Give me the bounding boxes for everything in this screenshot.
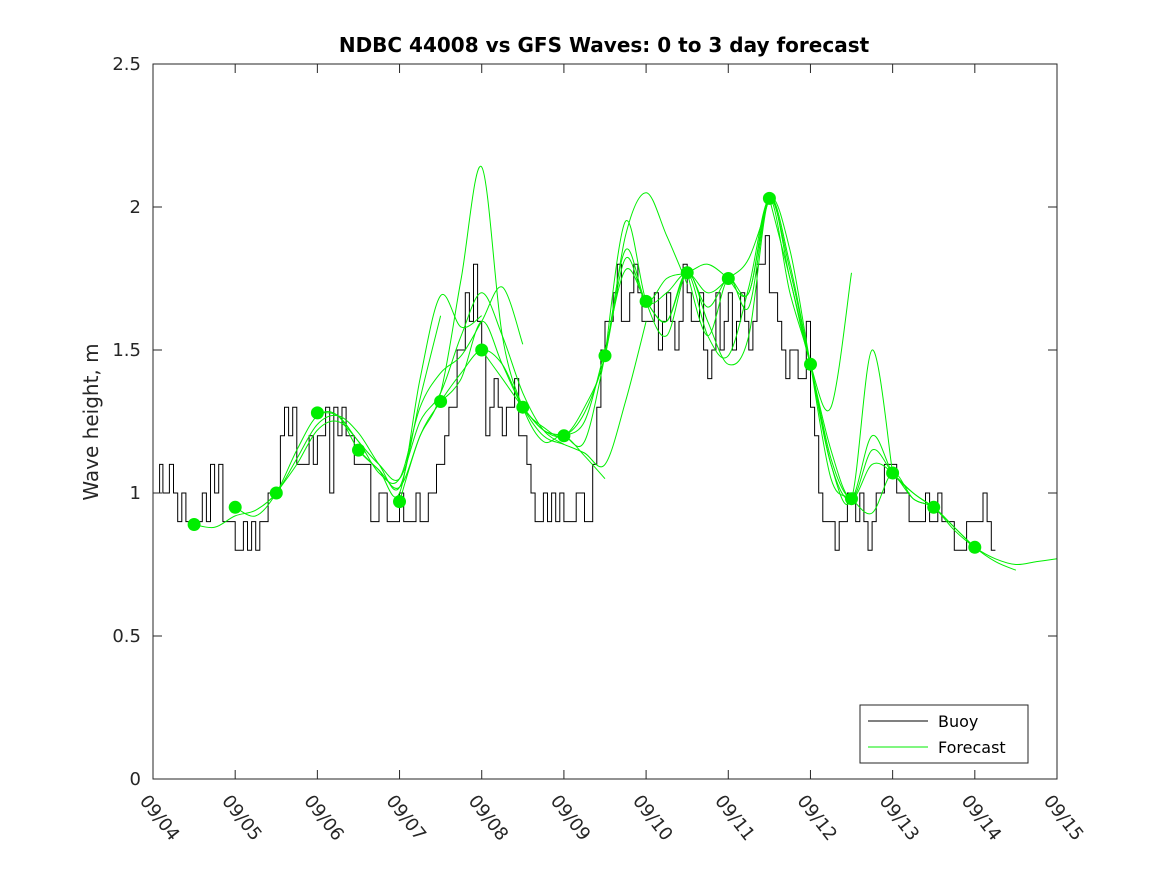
- y-tick-label-1: 0.5: [112, 626, 141, 647]
- forecast-point-9: [557, 429, 571, 443]
- forecast-point-5: [393, 495, 406, 509]
- forecast-point-4: [352, 443, 365, 457]
- y-tick-label-4: 2: [130, 197, 141, 218]
- axes-box: [152, 63, 1058, 780]
- forecast-run-line-11: [645, 196, 894, 506]
- forecast-point-7: [475, 343, 489, 357]
- forecast-point-8: [516, 400, 530, 414]
- forecast-point-3: [310, 406, 324, 420]
- forecast-point-11: [639, 294, 653, 308]
- y-tick-label-5: 2.5: [112, 54, 141, 75]
- forecast-point-15: [804, 357, 817, 371]
- y-tick-label-2: 1: [130, 483, 141, 504]
- forecast-point-12: [680, 266, 694, 280]
- buoy-series-line: [153, 235, 996, 551]
- forecast-point-17: [886, 466, 900, 480]
- forecast-point-0: [187, 518, 201, 531]
- y-tick-label-3: 1.5: [112, 340, 141, 361]
- forecast-point-6: [434, 395, 448, 408]
- plot-area: [153, 165, 1057, 571]
- legend-forecast-label: Forecast: [938, 738, 1006, 757]
- forecast-point-18: [927, 500, 941, 514]
- forecast-point-1: [228, 500, 242, 514]
- forecast-point-13: [721, 272, 735, 285]
- legend-box: [859, 704, 1029, 764]
- legend: Buoy Forecast: [859, 704, 1029, 764]
- forecast-point-16: [845, 492, 858, 506]
- forecast-point-10: [598, 349, 612, 363]
- forecast-point-19: [968, 540, 982, 554]
- y-axis-label: Wave height, m: [79, 343, 103, 500]
- y-tick-label-0: 0: [130, 769, 141, 790]
- chart-title: NDBC 44008 vs GFS Waves: 0 to 3 day fore…: [339, 33, 870, 57]
- forecast-point-2: [269, 486, 283, 500]
- forecast-point-14: [762, 191, 776, 205]
- legend-buoy-label: Buoy: [938, 712, 978, 731]
